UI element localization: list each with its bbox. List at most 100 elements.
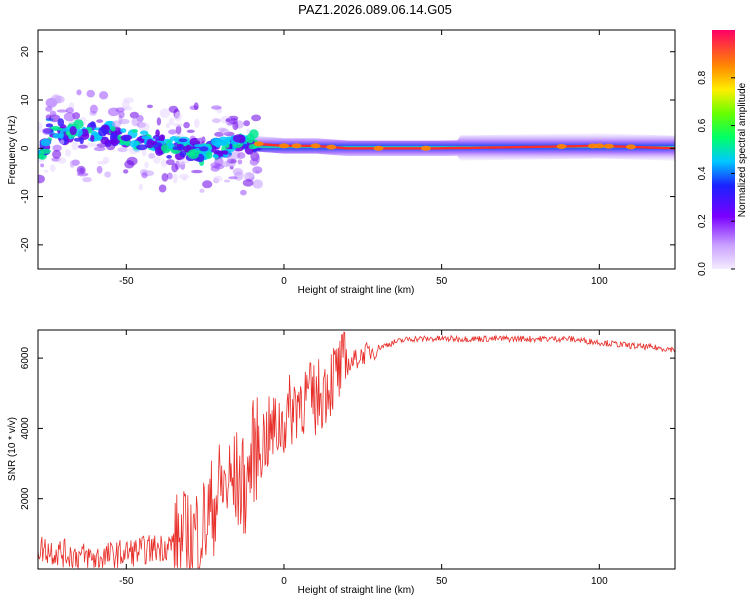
spectral-blob <box>50 127 63 131</box>
spectral-blob <box>211 148 217 153</box>
spectral-blob <box>56 109 68 113</box>
colorbar-tick-label: 0.6 <box>697 118 708 132</box>
spectral-blob <box>96 119 104 123</box>
spectral-blob <box>172 173 178 184</box>
spectral-blob <box>122 135 131 142</box>
colorbar-tick-label: 0.8 <box>697 70 708 84</box>
spectral-blob <box>40 163 45 168</box>
spectral-hotspot <box>291 143 302 149</box>
spectral-blob <box>173 122 183 127</box>
spectral-blob <box>108 138 120 145</box>
spectral-blob <box>138 183 143 191</box>
spectrogram-frame <box>37 29 676 270</box>
spectral-blob <box>144 161 149 169</box>
spectral-hotspot <box>556 144 567 149</box>
spectral-blob <box>168 117 175 126</box>
spectral-blob <box>240 189 247 196</box>
spectral-blob <box>175 124 182 135</box>
spectral-blob <box>99 91 109 100</box>
spectral-blob <box>213 175 223 182</box>
colorbar-tick-label: 0.2 <box>697 214 708 228</box>
spectral-blob <box>45 123 54 128</box>
spectral-blob <box>38 122 43 129</box>
colorbar-tick-label: 0.0 <box>697 262 708 276</box>
spectral-blob <box>186 129 195 133</box>
snr-frame <box>37 329 676 570</box>
spectral-blob <box>121 99 130 110</box>
spectral-blob <box>160 159 168 167</box>
spectral-blob <box>63 112 76 122</box>
y-tick-label: -10 <box>20 189 31 204</box>
spectral-blob <box>42 127 52 135</box>
spectrogram-ticks: -50 0 50 100 -20 -10 0 10 20 <box>20 30 675 287</box>
x-tick-label: 100 <box>591 276 608 287</box>
spectral-blob <box>156 117 162 126</box>
spectral-blob <box>223 179 231 183</box>
spectral-blob <box>138 122 150 132</box>
spectral-blob <box>217 136 230 146</box>
spectral-blob <box>123 169 129 174</box>
spectral-blob <box>96 165 103 174</box>
y-tick-label: 0 <box>20 145 31 151</box>
spectral-blob <box>86 143 97 148</box>
spectral-hotspot <box>279 143 289 149</box>
spectral-blob <box>103 156 110 164</box>
spectrogram-y-label: Frequency (Hz) <box>7 116 18 185</box>
spectral-blob <box>167 172 173 180</box>
spectral-blob <box>242 179 254 187</box>
spectral-blob <box>140 130 149 135</box>
spectral-blob <box>104 171 112 178</box>
spectral-blob <box>110 126 116 132</box>
spectral-blob <box>227 154 232 163</box>
spectral-blob <box>136 144 148 151</box>
spectral-blob <box>183 121 190 129</box>
x-tick-label: -50 <box>119 576 134 587</box>
spectral-blob <box>155 129 160 137</box>
spectral-blob <box>76 172 89 177</box>
spectral-blob <box>39 148 51 154</box>
spectral-blob <box>191 169 203 174</box>
y-tick-label: 10 <box>20 94 31 106</box>
spectral-blob <box>228 176 238 180</box>
spectral-blob <box>179 150 187 158</box>
spectral-blob <box>166 155 172 159</box>
spectral-blob <box>251 114 262 122</box>
spectral-blob <box>52 149 62 159</box>
spectral-blob <box>131 117 139 127</box>
spectral-blob <box>57 118 65 127</box>
spectral-blob <box>174 111 182 122</box>
spectral-blob <box>194 144 204 148</box>
y-tick-label: -20 <box>20 237 31 252</box>
colorbar-gradient <box>712 30 735 269</box>
spectral-blob <box>100 136 110 145</box>
spectral-blob <box>223 160 230 168</box>
spectrogram-panel: -50 0 50 100 -20 -10 0 10 20 Height of straight … <box>7 29 676 296</box>
spectral-blob <box>202 180 213 189</box>
spectral-blob <box>38 127 44 133</box>
spectral-blob <box>82 177 92 183</box>
snr-x-label: Height of straight line (km) <box>298 585 415 596</box>
spectral-blob <box>158 184 167 193</box>
spectral-blob <box>111 120 122 128</box>
spectral-blob <box>64 149 71 157</box>
colorbar: 0.0 0.2 0.4 0.6 0.8 Normalized spectral ampl… <box>697 30 748 276</box>
spectral-hotspot <box>310 143 321 149</box>
spectral-blob <box>205 151 213 159</box>
spectral-blob <box>69 126 77 136</box>
spectral-blob <box>93 146 106 152</box>
spectral-blob <box>43 169 49 173</box>
spectral-blob <box>212 154 219 158</box>
spectral-blob <box>60 139 65 145</box>
spectral-blob <box>223 150 229 155</box>
spectral-blob <box>86 89 95 98</box>
spectral-blob <box>73 137 82 142</box>
spectral-blob <box>77 144 89 149</box>
spectral-blob <box>252 166 263 174</box>
spectral-blob <box>160 144 169 152</box>
spectral-blob <box>159 108 171 118</box>
colorbar-tick-label: 0.4 <box>697 166 708 180</box>
spectral-blob <box>232 168 244 176</box>
x-tick-label: 50 <box>436 576 448 587</box>
spectral-blob <box>146 138 155 149</box>
spectral-blob <box>211 105 222 110</box>
